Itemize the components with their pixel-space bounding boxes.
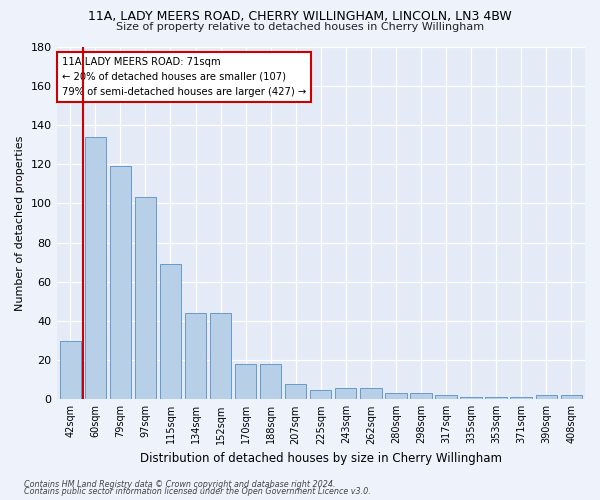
Text: 11A, LADY MEERS ROAD, CHERRY WILLINGHAM, LINCOLN, LN3 4BW: 11A, LADY MEERS ROAD, CHERRY WILLINGHAM,… [88, 10, 512, 23]
Bar [460, 398, 482, 400]
Bar [110, 166, 131, 400]
Bar [360, 388, 382, 400]
Bar [59, 340, 81, 400]
Bar [335, 388, 356, 400]
Bar [410, 394, 431, 400]
Bar [560, 396, 582, 400]
Bar [485, 398, 507, 400]
Bar [160, 264, 181, 400]
Bar [310, 390, 331, 400]
Bar [210, 313, 231, 400]
Text: Contains HM Land Registry data © Crown copyright and database right 2024.: Contains HM Land Registry data © Crown c… [24, 480, 335, 489]
Bar [285, 384, 307, 400]
Text: Size of property relative to detached houses in Cherry Willingham: Size of property relative to detached ho… [116, 22, 484, 32]
Bar [235, 364, 256, 400]
Bar [511, 398, 532, 400]
Text: Contains public sector information licensed under the Open Government Licence v3: Contains public sector information licen… [24, 488, 371, 496]
Bar [385, 394, 407, 400]
Bar [135, 198, 156, 400]
X-axis label: Distribution of detached houses by size in Cherry Willingham: Distribution of detached houses by size … [140, 452, 502, 465]
Text: 11A LADY MEERS ROAD: 71sqm
← 20% of detached houses are smaller (107)
79% of sem: 11A LADY MEERS ROAD: 71sqm ← 20% of deta… [62, 57, 306, 96]
Bar [260, 364, 281, 400]
Bar [536, 396, 557, 400]
Bar [185, 313, 206, 400]
Bar [85, 136, 106, 400]
Bar [436, 396, 457, 400]
Y-axis label: Number of detached properties: Number of detached properties [15, 135, 25, 310]
